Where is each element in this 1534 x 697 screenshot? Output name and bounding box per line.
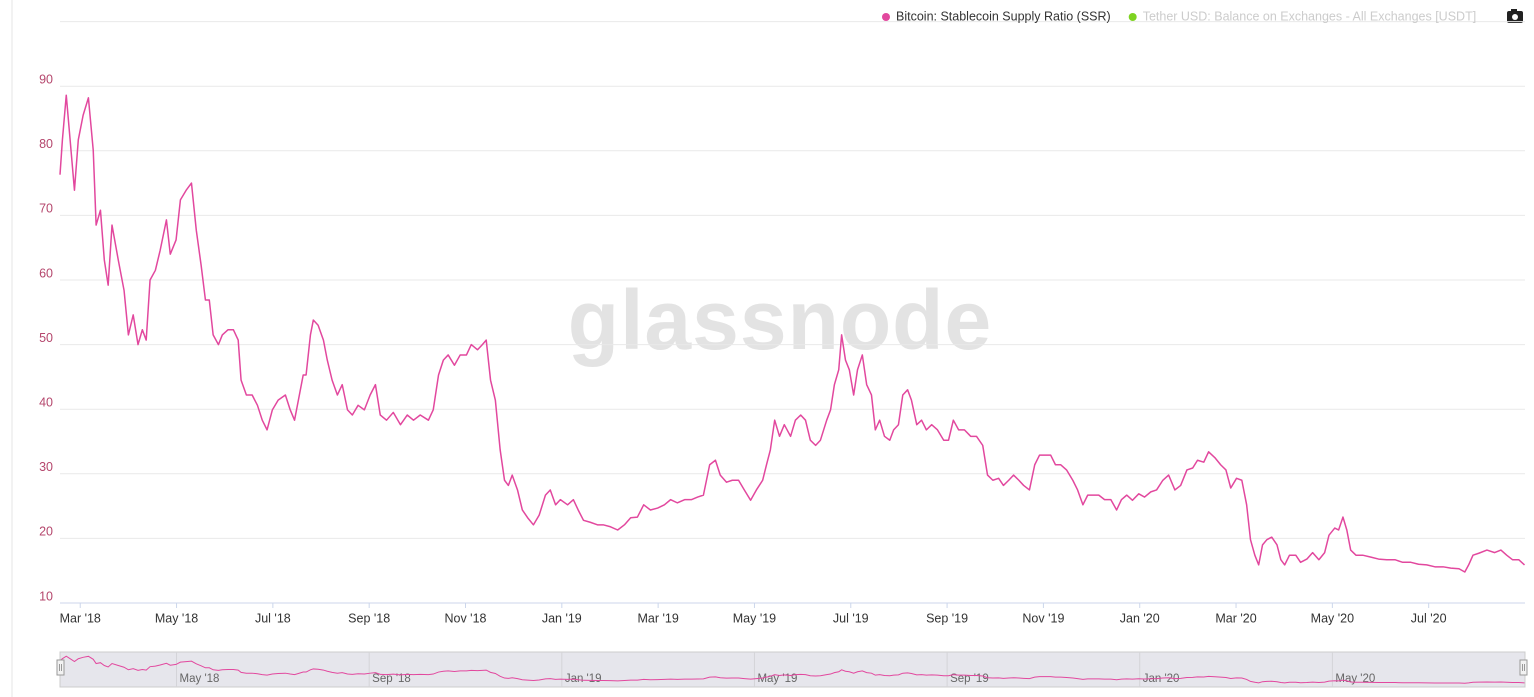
x-tick-label: Mar '18 (60, 611, 101, 625)
navigator-label: Jan '19 (565, 673, 602, 685)
x-tick-label: Sep '18 (348, 611, 390, 625)
legend-dot (882, 13, 890, 21)
handle-box (1519, 659, 1528, 676)
navigator-bg (59, 651, 1526, 688)
navigator-handle[interactable] (56, 659, 65, 676)
navigator-label: Sep '18 (372, 673, 411, 685)
legend-label: Bitcoin: Stablecoin Supply Ratio (SSR) (896, 9, 1111, 23)
y-tick-label: 60 (39, 266, 53, 280)
x-tick-label: Mar '20 (1215, 611, 1256, 625)
watermark: glassnode (568, 273, 992, 367)
camera-icon[interactable] (1507, 9, 1523, 23)
data-line (59, 94, 1526, 573)
x-tick-label: Sep '19 (926, 611, 968, 625)
y-tick-label: 10 (39, 589, 53, 603)
x-tick-label: Jan '20 (1120, 611, 1160, 625)
x-tick-label: Jul '18 (255, 611, 291, 625)
y-tick-label: 70 (39, 202, 53, 216)
x-tick-label: May '19 (733, 611, 776, 625)
x-tick-label: Jan '19 (542, 611, 582, 625)
x-tick-label: Jul '19 (833, 611, 869, 625)
legend-dot (1128, 13, 1137, 21)
handle-box (56, 659, 65, 676)
y-tick-label: 40 (39, 395, 53, 409)
x-tick-label: May '20 (1311, 611, 1354, 625)
legend-item[interactable]: Tether USD: Balance on Exchanges - All E… (1128, 9, 1477, 23)
y-tick-label: 80 (39, 137, 53, 151)
legend-label: Tether USD: Balance on Exchanges - All E… (1143, 9, 1477, 23)
navigator-line (59, 655, 1525, 684)
navigator-label: May '20 (1335, 673, 1375, 685)
x-tick-label: May '18 (155, 611, 198, 625)
y-tick-label: 30 (39, 460, 53, 474)
navigator-label: May '19 (757, 673, 797, 685)
y-tick-label: 90 (39, 72, 53, 86)
navigator-label: Jan '20 (1143, 673, 1180, 685)
x-tick-label: Nov '18 (444, 611, 486, 625)
y-tick-label: 50 (39, 331, 53, 345)
legend-item[interactable]: Bitcoin: Stablecoin Supply Ratio (SSR) (882, 9, 1111, 23)
x-tick-label: Nov '19 (1022, 611, 1064, 625)
y-tick-label: 20 (39, 525, 53, 539)
x-tick-label: Jul '20 (1411, 611, 1447, 625)
navigator-label: May '18 (180, 673, 220, 685)
x-tick-label: Mar '19 (637, 611, 678, 625)
navigator-handle[interactable] (1519, 659, 1528, 676)
